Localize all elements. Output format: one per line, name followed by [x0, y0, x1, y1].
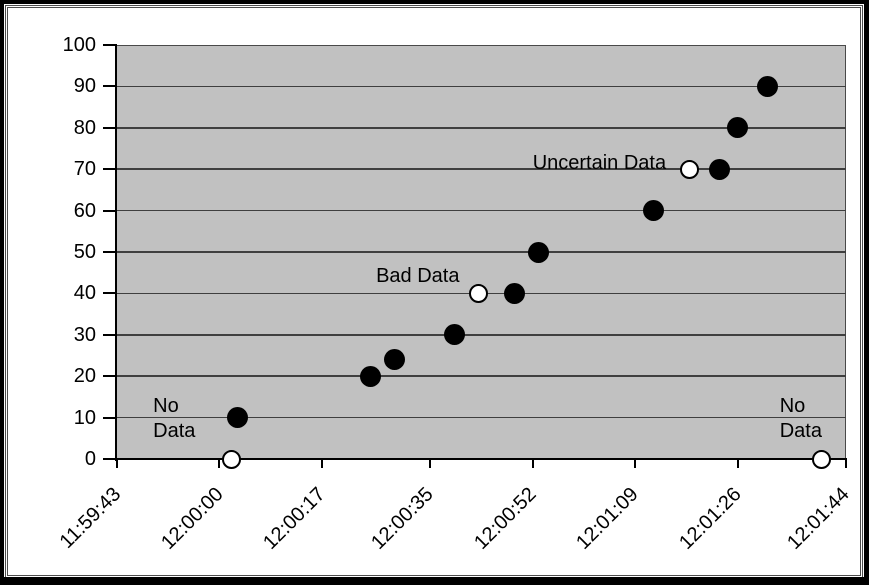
y-axis-label: 20 [73, 365, 96, 388]
x-axis-tick [531, 459, 534, 468]
x-axis-label: 12:01:09 [572, 483, 643, 554]
y-axis-label: 60 [73, 199, 96, 222]
x-axis-line [114, 457, 847, 460]
gridline [117, 127, 846, 129]
gridline [117, 251, 846, 253]
x-axis-label-box: 12:00:00 [0, 483, 228, 554]
x-axis-label-box: 12:01:09 [368, 483, 643, 554]
x-axis-label-box: 12:01:44 [579, 483, 854, 554]
data-point-good[interactable] [528, 241, 550, 263]
gridline [117, 416, 846, 419]
gridline [117, 85, 846, 88]
annotation: No Data [153, 394, 195, 444]
y-axis-label: 50 [73, 241, 96, 263]
y-axis-tick [103, 458, 117, 460]
x-axis-tick [634, 459, 637, 468]
x-axis-label: 12:00:35 [367, 483, 439, 554]
x-axis-label: 11:59:43 [55, 483, 125, 553]
data-point-good[interactable] [226, 407, 248, 429]
x-axis-label-box: 11:59:43 [0, 483, 125, 553]
x-axis-tick [116, 459, 118, 468]
annotation-line: No [779, 395, 806, 417]
data-point-good[interactable] [727, 117, 749, 139]
data-point-good[interactable] [504, 282, 526, 304]
y-axis-label: 0 [84, 448, 96, 470]
x-axis-tick [736, 459, 739, 468]
x-axis-tick [845, 459, 847, 468]
data-point-good[interactable] [383, 349, 405, 371]
y-axis-tick [103, 416, 117, 419]
x-axis-tick [218, 459, 221, 468]
y-axis-label: 30 [73, 323, 96, 346]
gridline [117, 375, 846, 377]
x-axis-label: 12:01:44 [783, 483, 854, 554]
annotation-line: Data [153, 420, 196, 442]
y-axis-tick [103, 251, 117, 253]
annotation-line: No [153, 395, 179, 417]
y-axis-label: 90 [73, 75, 96, 98]
data-point-good[interactable] [359, 365, 381, 387]
x-axis-label: 12:00:52 [469, 483, 541, 554]
annotation-line: Bad Data [376, 265, 460, 288]
y-axis-label: 40 [73, 282, 96, 305]
data-point-good[interactable] [642, 200, 664, 222]
annotation-line: Data [779, 420, 822, 442]
y-axis-tick [103, 126, 117, 129]
gridline [117, 334, 846, 336]
y-axis-label: 10 [73, 406, 96, 429]
x-axis-tick [429, 459, 432, 468]
y-axis-tick [103, 44, 117, 46]
y-axis-tick [103, 375, 117, 378]
annotation: Bad Data [376, 264, 459, 289]
y-axis-label: 100 [62, 34, 96, 56]
y-axis-tick [103, 292, 117, 295]
data-point-good[interactable] [708, 158, 730, 180]
y-axis-tick [103, 85, 117, 88]
x-axis-label-box: 12:01:26 [471, 483, 746, 554]
data-point-good[interactable] [443, 324, 465, 346]
y-axis-line [114, 44, 117, 461]
annotation: No Data [780, 394, 822, 444]
data-point-flagged[interactable] [221, 449, 241, 469]
data-point-flagged[interactable] [812, 449, 832, 469]
y-axis-tick [103, 333, 117, 336]
y-axis-tick [103, 209, 117, 212]
data-point-good[interactable] [757, 75, 779, 97]
annotation: Uncertain Data [533, 151, 666, 176]
x-axis-label-box: 12:00:52 [266, 483, 541, 554]
x-axis-label: 12:00:17 [259, 483, 330, 554]
x-axis-label: 12:00:00 [156, 483, 228, 554]
y-axis-label: 70 [73, 158, 96, 181]
x-axis-tick [320, 459, 323, 468]
data-point-flagged[interactable] [679, 159, 699, 179]
gridline [117, 209, 846, 212]
data-point-flagged[interactable] [468, 283, 488, 303]
x-axis-label-box: 12:00:17 [55, 483, 330, 554]
x-axis-label-box: 12:00:35 [163, 483, 439, 554]
annotation-line: Uncertain Data [532, 152, 667, 175]
gridline [117, 168, 846, 170]
y-axis-tick [103, 168, 117, 171]
y-axis-label: 80 [73, 116, 96, 139]
x-axis-label: 12:01:26 [674, 483, 746, 554]
